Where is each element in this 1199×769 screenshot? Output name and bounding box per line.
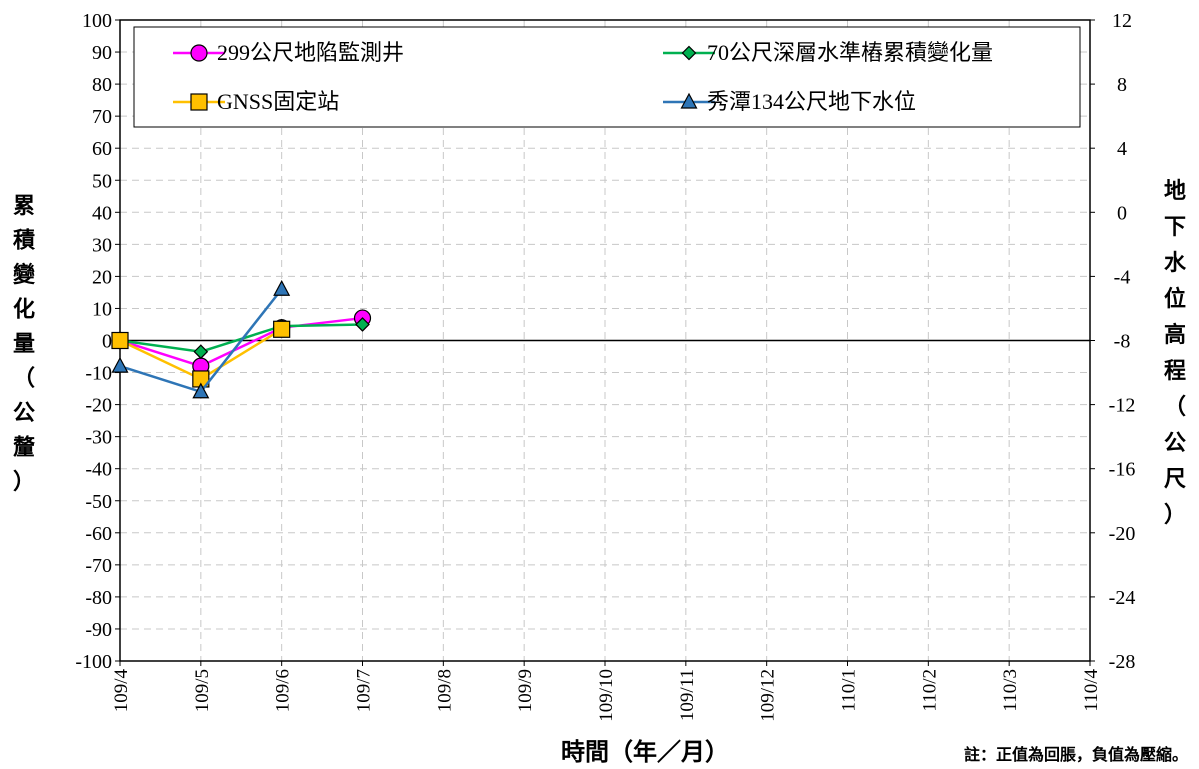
- legend-label: 70公尺深層水準樁累積變化量: [707, 40, 993, 65]
- left-tick-label: -50: [85, 491, 112, 513]
- axis-label-char: 化: [13, 297, 35, 322]
- legend-marker: [681, 45, 697, 61]
- right-tick-label: -12: [1109, 395, 1136, 417]
- left-tick-label: 60: [92, 138, 112, 160]
- legend-label: GNSS固定站: [217, 89, 339, 114]
- x-tick-label: 109/6: [273, 669, 294, 712]
- data-point: [192, 382, 210, 399]
- legend-item: 70公尺深層水準樁累積變化量: [663, 40, 993, 65]
- right-axis-ticks: -28 -24 -20 -16 -12 -8 -4 0 4 8 12: [1090, 10, 1135, 673]
- axis-label-char: 下: [1164, 214, 1186, 239]
- data-point: [193, 344, 209, 360]
- x-axis-label: 時間（年／月）: [561, 738, 729, 766]
- left-tick-label: 0: [102, 331, 112, 353]
- x-tick-label: 110/2: [919, 669, 940, 712]
- x-tick-label: 109/5: [192, 669, 213, 712]
- series-layer: [111, 279, 372, 399]
- right-tick-label: -16: [1109, 459, 1136, 481]
- left-tick-label: -90: [85, 619, 112, 641]
- axis-label-char: 量: [13, 331, 35, 356]
- left-tick-label: -10: [85, 363, 112, 385]
- y-left-axis-label: 累積變化量 （ 公釐 ）: [13, 193, 36, 494]
- left-tick-label: -30: [85, 427, 112, 449]
- legend-item: 秀潭134公尺地下水位: [663, 89, 916, 114]
- series-1: [112, 317, 370, 360]
- x-tick-label: 110/4: [1081, 669, 1102, 712]
- x-tick-label: 109/11: [677, 669, 698, 721]
- x-tick-label: 110/1: [839, 669, 860, 712]
- right-tick-label: -4: [1114, 266, 1131, 288]
- x-tick-label: 109/10: [596, 669, 617, 722]
- left-tick-label: 70: [92, 106, 112, 128]
- left-tick-label: 30: [92, 234, 112, 256]
- right-tick-label: 8: [1117, 74, 1127, 96]
- series-line: [119, 316, 363, 368]
- axis-label-char: 變: [13, 262, 36, 287]
- right-tick-label: -20: [1109, 523, 1136, 545]
- left-tick-label: -60: [85, 523, 112, 545]
- left-tick-label: -70: [85, 555, 112, 577]
- axis-label-char: 公: [13, 400, 35, 425]
- data-point: [355, 317, 370, 332]
- axis-label-char: 程: [1164, 358, 1186, 383]
- axis-label-char: 地: [1164, 178, 1186, 203]
- left-tick-label: 10: [92, 298, 112, 320]
- axis-label-char: 公: [1164, 430, 1186, 455]
- series-3: [111, 279, 291, 399]
- left-tick-label: 90: [92, 42, 112, 64]
- footnote: 註：正值為回脹，負值為壓縮。: [964, 745, 1188, 764]
- data-point: [111, 331, 129, 350]
- left-tick-label: -20: [85, 395, 112, 417]
- left-tick-label: -40: [85, 459, 112, 481]
- axis-label-char: 尺: [1164, 466, 1186, 491]
- legend-marker: [190, 44, 208, 62]
- x-axis-ticks: 109/4 109/5 109/6 109/7 109/8 109/9 109/10 109/…: [111, 661, 1102, 722]
- right-tick-label: 12: [1112, 10, 1132, 32]
- axis-label-char: 釐: [13, 435, 35, 460]
- left-tick-label: -100: [75, 651, 112, 673]
- axis-label-char: （: [13, 366, 35, 391]
- left-tick-label: 80: [92, 74, 112, 96]
- legend-marker: [680, 92, 698, 109]
- legend: 299公尺地陷監測井 70公尺深層水準樁累積變化量 GNSS固定站 秀潭134公尺地下…: [133, 26, 1081, 128]
- left-tick-label: 100: [82, 10, 112, 32]
- left-tick-label: 20: [92, 266, 112, 288]
- left-axis-ticks: -100-90-80-70-60-50-40-30-20-10010203040…: [75, 10, 120, 673]
- axis-label-char: 高: [1164, 322, 1186, 347]
- left-tick-label: 50: [92, 170, 112, 192]
- x-tick-label: 110/3: [1000, 669, 1021, 712]
- axis-label-char: 水: [1164, 250, 1187, 275]
- right-tick-label: -28: [1109, 651, 1136, 673]
- axis-label-char: 位: [1164, 286, 1186, 311]
- x-tick-label: 109/7: [354, 669, 375, 712]
- axis-label-char: 累: [13, 193, 35, 218]
- axis-label-char: ）: [1164, 502, 1186, 527]
- legend-marker: [190, 93, 208, 111]
- left-tick-label: -80: [85, 587, 112, 609]
- axis-label-char: （: [1164, 394, 1186, 419]
- x-tick-label: 109/9: [515, 669, 536, 712]
- legend-item: GNSS固定站: [173, 89, 339, 114]
- right-tick-label: 4: [1117, 138, 1127, 160]
- legend-label: 299公尺地陷監測井: [217, 40, 404, 65]
- legend-item: 299公尺地陷監測井: [173, 40, 404, 65]
- axis-label-char: ）: [13, 469, 35, 494]
- x-tick-label: 109/4: [111, 669, 132, 713]
- right-tick-label: 0: [1117, 202, 1127, 224]
- legend-label: 秀潭134公尺地下水位: [707, 89, 916, 114]
- legend-box: [133, 26, 1081, 128]
- data-point: [273, 320, 291, 338]
- x-tick-label: 109/12: [758, 669, 779, 722]
- x-tick-label: 109/8: [434, 669, 455, 712]
- data-point: [273, 279, 291, 296]
- right-tick-label: -8: [1114, 331, 1131, 353]
- right-tick-label: -24: [1109, 587, 1136, 609]
- data-point: [111, 356, 129, 373]
- axis-label-char: 積: [13, 228, 36, 253]
- left-tick-label: 40: [92, 202, 112, 224]
